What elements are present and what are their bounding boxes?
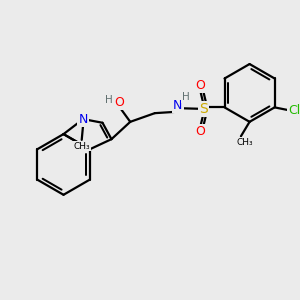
Text: S: S	[199, 102, 208, 116]
Text: N: N	[173, 99, 183, 112]
Text: O: O	[115, 96, 124, 109]
Text: O: O	[196, 125, 206, 138]
Text: H: H	[182, 92, 189, 102]
Text: O: O	[196, 79, 206, 92]
Text: CH₃: CH₃	[74, 142, 90, 151]
Text: H: H	[105, 95, 113, 105]
Text: N: N	[79, 112, 88, 126]
Text: Cl: Cl	[288, 104, 300, 117]
Text: CH₃: CH₃	[237, 138, 253, 147]
